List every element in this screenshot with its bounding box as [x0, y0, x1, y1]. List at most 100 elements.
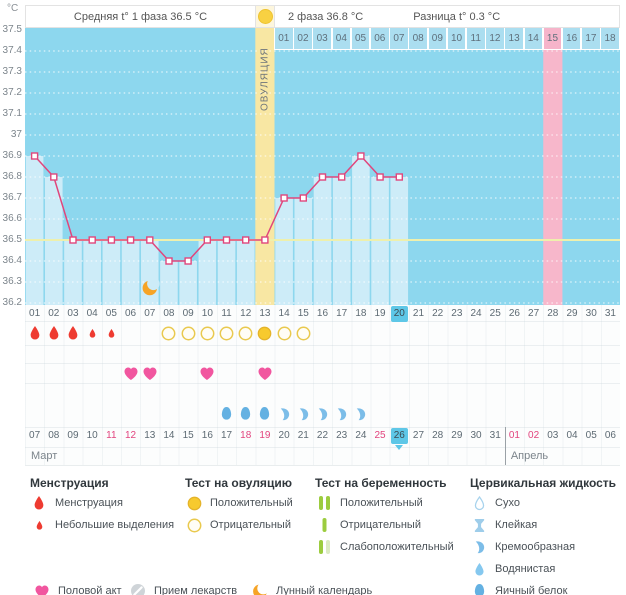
bars-pos-icon: [315, 495, 333, 511]
ovulation-band-label: ОВУЛЯЦИЯ: [259, 47, 271, 111]
cycle-day-cell[interactable]: 16: [316, 308, 329, 319]
row-divider: [25, 345, 620, 346]
cycle-day-cell[interactable]: 17: [336, 308, 348, 319]
calendar-date-cell[interactable]: 07: [29, 430, 41, 441]
cycle-day-cell[interactable]: 03: [67, 308, 79, 319]
calendar-date-cell[interactable]: 31: [489, 430, 501, 441]
cycle-day-cell[interactable]: 24: [470, 308, 482, 319]
cycle-day-cell[interactable]: 04: [86, 308, 98, 319]
cycle-day-cell[interactable]: 14: [278, 308, 290, 319]
calendar-date-cell[interactable]: 02: [528, 430, 540, 441]
legend-item: Небольшие выделения: [30, 516, 174, 534]
calendar-date-cell[interactable]: 12: [125, 430, 137, 441]
calendar-date-cell[interactable]: 13: [144, 430, 156, 441]
cycle-day-cell[interactable]: 23: [451, 308, 463, 319]
cycle-day-cell[interactable]: 10: [201, 308, 213, 319]
legend-item-label: Отрицательный: [210, 519, 291, 531]
calendar-date-cell[interactable]: 28: [432, 430, 444, 441]
calendar-date-cell[interactable]: 06: [604, 430, 616, 441]
cycle-day-cell[interactable]: 12: [240, 308, 252, 319]
legend-item-label: Положительный: [340, 497, 423, 509]
bar-neg-icon: [315, 517, 333, 533]
y-axis-tick: 37.5: [2, 24, 22, 35]
cycle-day-cell[interactable]: 25: [489, 308, 501, 319]
calendar-date-cell[interactable]: 23: [336, 430, 348, 441]
calendar-date-cell[interactable]: 08: [48, 430, 60, 441]
calendar-date-cell[interactable]: 04: [566, 430, 578, 441]
calendar-date-cell[interactable]: 25: [374, 430, 386, 441]
dpo-cell: 03: [313, 28, 331, 49]
dpo-cell: 02: [294, 28, 312, 49]
calendar-date-cell[interactable]: 29: [451, 430, 463, 441]
cycle-day-cell[interactable]: 05: [105, 308, 117, 319]
legend-item: Сухо: [470, 494, 520, 512]
legend-item-label: Половой акт: [58, 585, 122, 595]
temperature-plot[interactable]: [25, 28, 620, 305]
cycle-day-cell[interactable]: 11: [221, 308, 232, 319]
calendar-date-cell[interactable]: 21: [297, 430, 309, 441]
temperature-marker: [50, 173, 58, 181]
cycle-day-cell[interactable]: 06: [125, 308, 137, 319]
cycle-day-cell[interactable]: 30: [585, 308, 597, 319]
calendar-date-cell[interactable]: 10: [86, 430, 98, 441]
legend-item: Отрицательный: [185, 516, 291, 534]
calendar-date-cell[interactable]: 20: [278, 430, 290, 441]
menstruation-heavy-icon: [25, 325, 44, 341]
calendar-date-cell[interactable]: 01: [508, 430, 520, 441]
calendar-date-cell[interactable]: 11: [106, 430, 117, 441]
ovulation-test-negative-icon: [275, 325, 294, 341]
month-label: Апрель: [510, 450, 549, 462]
calendar-date-cell[interactable]: 09: [67, 430, 79, 441]
calendar-date-cell[interactable]: 18: [240, 430, 252, 441]
cycle-day-cell[interactable]: 08: [163, 308, 175, 319]
cervical-eggwhite-icon: [236, 405, 255, 423]
cycle-day-cell[interactable]: 20: [390, 306, 408, 322]
legend-item: Кремообразная: [470, 538, 575, 556]
calendar-date-cell[interactable]: 14: [163, 430, 175, 441]
legend-item: Положительный: [185, 494, 293, 512]
cycle-day-cell[interactable]: 01: [29, 308, 41, 319]
dpo-cell: 09: [428, 28, 447, 49]
cycle-day-cell[interactable]: 28: [547, 308, 559, 319]
legend: Менструация Менструация Небольшие выделени…: [25, 470, 621, 595]
expected-period-band: [543, 28, 563, 305]
cycle-day-cell[interactable]: 18: [355, 308, 367, 319]
calendar-date-cell[interactable]: 05: [585, 430, 597, 441]
cycle-day-cell[interactable]: 02: [48, 308, 60, 319]
calendar-date-cell[interactable]: 26: [390, 428, 408, 444]
y-axis-tick: 37.3: [2, 66, 22, 77]
row-divider: [25, 383, 620, 384]
ovulation-test-negative-icon: [294, 325, 313, 341]
cycle-day-cell[interactable]: 09: [182, 308, 194, 319]
cycle-day-cell[interactable]: 29: [566, 308, 578, 319]
cycle-day-cell[interactable]: 27: [528, 308, 540, 319]
legend-item: Яичный белок: [470, 582, 567, 595]
cycle-day-cell[interactable]: 19: [374, 308, 386, 319]
dpo-cell: 07: [390, 28, 408, 49]
cycle-day-cell[interactable]: 07: [144, 308, 156, 319]
cycle-day-cell[interactable]: 13: [259, 308, 271, 319]
calendar-date-cell[interactable]: 30: [470, 430, 482, 441]
calendar-date-cell[interactable]: 17: [220, 430, 233, 441]
calendar-date-cell[interactable]: 24: [355, 430, 367, 441]
cervical-eggwhite-icon: [217, 405, 236, 423]
calendar-date-cell[interactable]: 27: [412, 430, 425, 441]
cycle-day-cell[interactable]: 31: [604, 308, 616, 319]
bars-weak-icon: [315, 539, 333, 555]
y-axis-tick: 36.6: [2, 213, 22, 224]
temperature-marker: [88, 236, 96, 244]
calendar-date-cell[interactable]: 16: [201, 430, 213, 441]
calendar-date-cell[interactable]: 15: [182, 430, 194, 441]
cycle-day-cell[interactable]: 22: [432, 308, 444, 319]
calendar-date-cell[interactable]: 22: [316, 430, 329, 441]
ovulation-test-positive-icon: [255, 325, 274, 341]
calendar-date-cell[interactable]: 03: [547, 430, 559, 441]
cycle-day-cell[interactable]: 21: [412, 308, 425, 319]
legend-item: Слабоположительный: [315, 538, 454, 556]
legend-section-title: Тест на овуляцию: [185, 476, 292, 490]
cycle-day-cell[interactable]: 15: [297, 308, 309, 319]
calendar-date-cell[interactable]: 19: [259, 430, 271, 441]
temperature-marker: [299, 194, 307, 202]
dpo-cell: 18: [601, 28, 619, 49]
cycle-day-cell[interactable]: 26: [508, 308, 520, 319]
